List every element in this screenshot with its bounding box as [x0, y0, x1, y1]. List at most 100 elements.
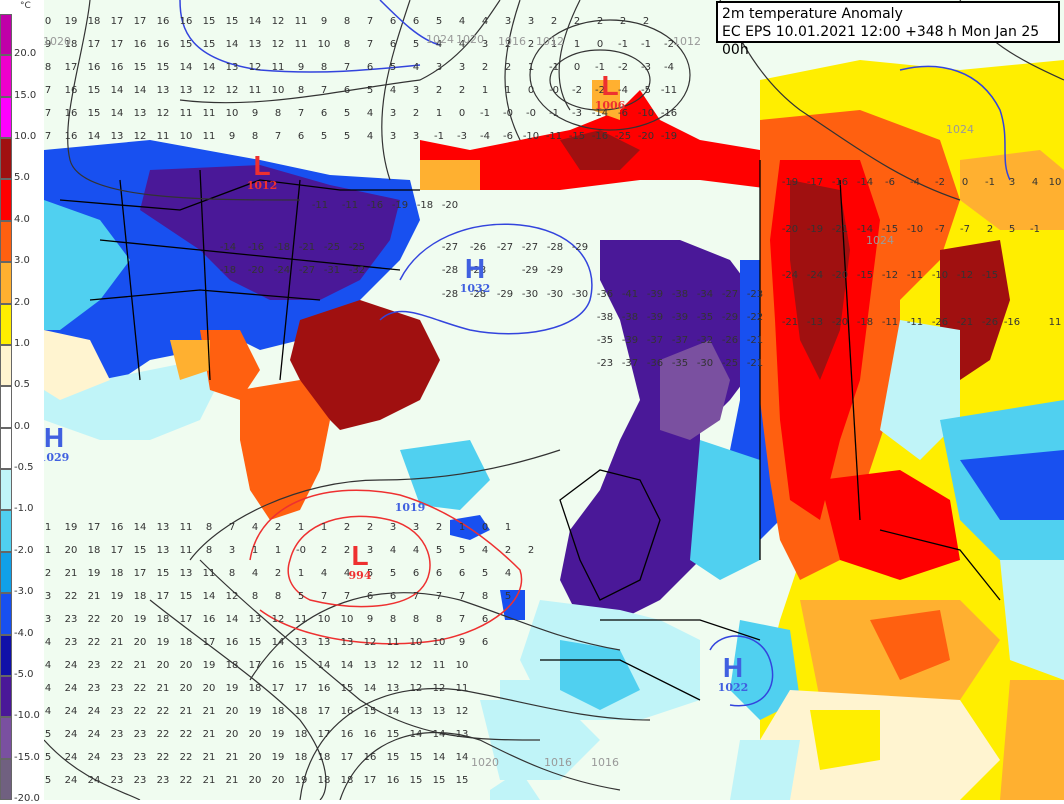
- grid-value: -2: [595, 85, 605, 96]
- grid-value: 3: [459, 62, 465, 73]
- grid-value: -21: [782, 317, 798, 328]
- coastlines: [59, 160, 1001, 701]
- grid-value: 16: [157, 16, 170, 27]
- grid-value: -20: [638, 131, 654, 142]
- grid-value: 15: [341, 683, 354, 694]
- grid-value: -25: [349, 242, 365, 253]
- grid-value: 17: [203, 637, 216, 648]
- grid-value: -2: [935, 177, 945, 188]
- grid-value: 21: [65, 568, 78, 579]
- grid-value: 14: [226, 39, 239, 50]
- grid-value: 11: [180, 522, 193, 533]
- grid-value: 4: [505, 568, 511, 579]
- grid-value: 20: [249, 775, 262, 786]
- grid-value: 2: [987, 224, 993, 235]
- grid-value: 12: [272, 614, 285, 625]
- grid-value: 1: [574, 39, 580, 50]
- grid-value: 24: [88, 752, 101, 763]
- grid-value: 3: [45, 614, 51, 625]
- grid-value: -26: [470, 242, 486, 253]
- grid-value: -16: [832, 177, 848, 188]
- legend-swatch: [0, 510, 12, 552]
- grid-value: 7: [321, 591, 327, 602]
- grid-value: 23: [65, 614, 78, 625]
- grid-value: -20: [442, 200, 458, 211]
- grid-value: 1: [482, 85, 488, 96]
- grid-value: -15: [857, 270, 873, 281]
- grid-value: 4: [45, 683, 51, 694]
- grid-value: -20: [832, 317, 848, 328]
- grid-value: 5: [505, 591, 511, 602]
- grid-value: -36: [597, 289, 613, 300]
- grid-value: 21: [157, 683, 170, 694]
- grid-value: 23: [65, 637, 78, 648]
- legend-label: -5.0: [14, 668, 34, 680]
- grid-value: 17: [341, 752, 354, 763]
- grid-value: 16: [180, 16, 193, 27]
- grid-value: 18: [88, 16, 101, 27]
- grid-value: 5: [367, 85, 373, 96]
- grid-value: 11: [387, 637, 400, 648]
- grid-value: -25: [615, 131, 631, 142]
- grid-value: -6: [618, 108, 628, 119]
- grid-value: 23: [134, 729, 147, 740]
- grid-value: -1: [434, 131, 444, 142]
- grid-value: -1: [641, 39, 651, 50]
- isobar-label: 1016: [591, 756, 619, 769]
- grid-value: -29: [572, 242, 588, 253]
- grid-value: 5: [45, 729, 51, 740]
- legend-swatch: [0, 262, 12, 304]
- grid-value: 4: [321, 568, 327, 579]
- grid-value: 12: [410, 683, 423, 694]
- grid-value: 17: [111, 545, 124, 556]
- isobar-label: 1024: [426, 33, 454, 46]
- grid-value: -2: [618, 62, 628, 73]
- grid-value: 22: [134, 706, 147, 717]
- grid-value: 18: [65, 39, 78, 50]
- grid-value: 21: [134, 660, 147, 671]
- grid-value: 4: [45, 637, 51, 648]
- map-title: 2m temperature Anomaly: [722, 6, 903, 22]
- legend-swatch: [0, 634, 12, 676]
- grid-value: 5: [459, 545, 465, 556]
- grid-value: 15: [226, 16, 239, 27]
- grid-value: -27: [299, 265, 315, 276]
- grid-value: 18: [157, 614, 170, 625]
- grid-value: 10: [456, 660, 469, 671]
- grid-value: 23: [111, 683, 124, 694]
- grid-value: 9: [459, 637, 465, 648]
- grid-value: 4: [252, 568, 258, 579]
- grid-value: 14: [387, 706, 400, 717]
- grid-value: -4: [910, 177, 920, 188]
- grid-value: 17: [88, 39, 101, 50]
- isobar-label: 1024: [946, 123, 974, 136]
- grid-value: 15: [410, 775, 423, 786]
- grid-value: -16: [592, 131, 608, 142]
- grid-value: 16: [226, 637, 239, 648]
- grid-value: 15: [433, 775, 446, 786]
- grid-value: 18: [88, 545, 101, 556]
- grid-value: 9: [252, 108, 258, 119]
- grid-value: 11: [203, 108, 216, 119]
- grid-value: 15: [157, 62, 170, 73]
- grid-value: 23: [111, 729, 124, 740]
- grid-value: 7: [367, 39, 373, 50]
- legend-swatch: [0, 758, 12, 800]
- grid-value: 18: [318, 752, 331, 763]
- grid-value: 15: [410, 752, 423, 763]
- grid-value: -29: [547, 265, 563, 276]
- grid-value: 0: [528, 85, 534, 96]
- grid-value: 21: [203, 729, 216, 740]
- grid-value: 20: [134, 637, 147, 648]
- grid-value: 15: [387, 752, 400, 763]
- grid-value: 15: [203, 16, 216, 27]
- grid-value: 8: [344, 39, 350, 50]
- grid-value: 14: [433, 729, 446, 740]
- grid-value: -25: [324, 242, 340, 253]
- grid-value: 3: [390, 131, 396, 142]
- grid-value: 11: [180, 108, 193, 119]
- grid-value: 11: [203, 568, 216, 579]
- grid-value: -20: [248, 265, 264, 276]
- high-pressure-marker: H: [44, 422, 64, 453]
- grid-value: 21: [203, 775, 216, 786]
